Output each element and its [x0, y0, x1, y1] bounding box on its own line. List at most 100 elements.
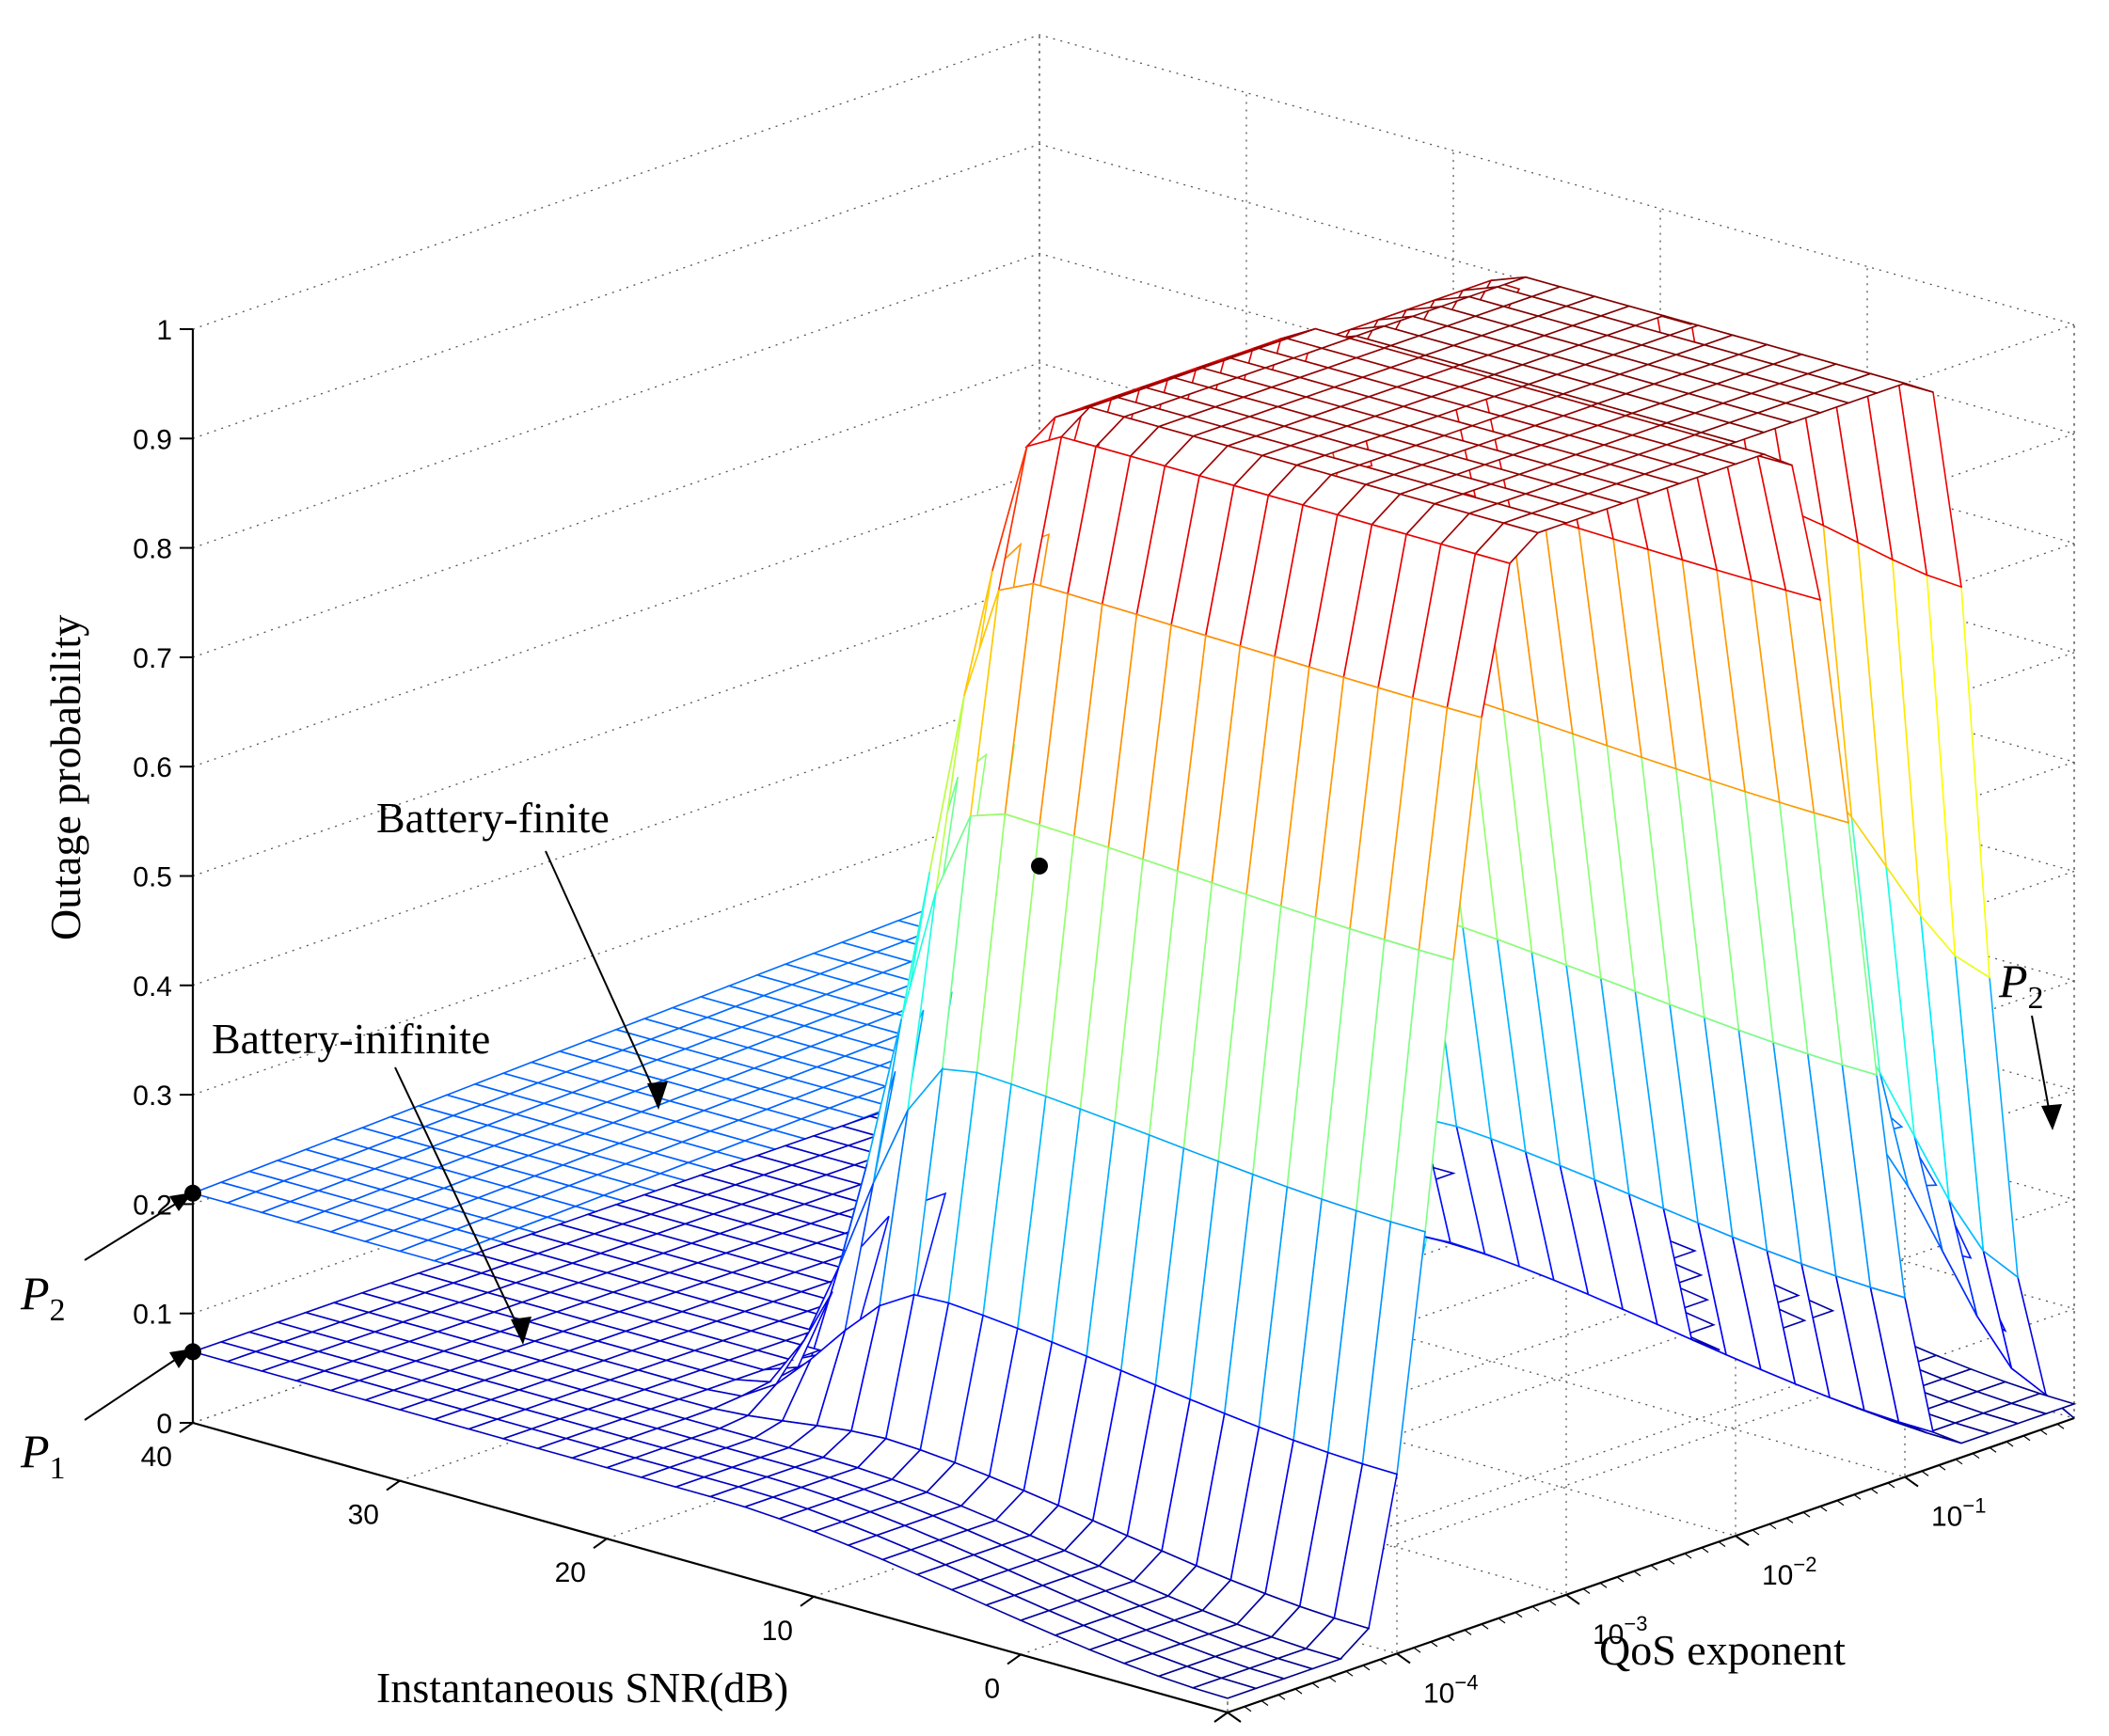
y-minor-tick [2022, 1435, 2031, 1442]
y-minor-tick [1362, 1665, 1371, 1671]
x-axis-label: Instantaneous SNR(dB) [376, 1664, 788, 1712]
tick-labels: 00.10.20.30.40.50.60.70.80.91−1001020304… [133, 315, 1986, 1736]
marker-dot-1 [184, 1343, 201, 1361]
z-tick-label: 0.5 [133, 862, 172, 893]
y-minor-tick [1514, 1612, 1523, 1618]
annotation-battery-infinite: Battery-inifinite [212, 1015, 490, 1063]
y-minor-tick [1328, 1676, 1337, 1682]
x-tick-mark [800, 1595, 815, 1607]
z-tick-label: 0.4 [133, 971, 172, 1002]
y-axis-label: QoS exponent [1599, 1626, 1846, 1674]
annotation-battery-finite: Battery-finite [376, 794, 610, 842]
y-minor-tick [1379, 1659, 1388, 1665]
y-minor-tick [1481, 1623, 1489, 1630]
z-tick-label: 0.9 [133, 424, 172, 455]
svg-text:P2: P2 [1998, 955, 2044, 1016]
y-minor-tick [1836, 1500, 1845, 1507]
z-axis-label: Outage probability [41, 615, 89, 940]
surface-battery-infinite [190, 327, 2077, 1699]
y-minor-tick [2039, 1429, 2048, 1436]
y-minor-tick [1735, 1535, 1743, 1541]
y-minor-tick [1498, 1618, 1506, 1624]
y-minor-tick [1413, 1647, 1421, 1653]
y-minor-tick [1565, 1594, 1574, 1601]
svg-text:P1: P1 [20, 1425, 66, 1486]
y-minor-tick [1785, 1517, 1794, 1523]
y-minor-tick [1701, 1547, 1709, 1554]
y-minor-tick [1718, 1540, 1726, 1547]
z-tick-label: 0.2 [133, 1190, 172, 1221]
y-tick-label: 10−1 [1931, 1494, 1986, 1533]
x-tick-mark [593, 1538, 608, 1550]
y-minor-tick [1311, 1682, 1320, 1689]
marker-p2-right: P2 [1998, 955, 2062, 1130]
y-minor-tick [1633, 1570, 1641, 1577]
y-minor-tick [1548, 1600, 1557, 1606]
marker-p1-left: P1 [20, 1349, 193, 1486]
x-tick-label: 20 [555, 1557, 586, 1588]
y-minor-tick [1277, 1694, 1286, 1700]
y-minor-tick [1853, 1493, 1862, 1500]
y-minor-tick [1819, 1506, 1828, 1512]
arrow-battery-finite [545, 850, 659, 1101]
grid-line-z [192, 362, 2075, 658]
y-minor-tick [1904, 1476, 1912, 1483]
x-tick-mark [386, 1479, 401, 1491]
y-minor-tick [1447, 1635, 1455, 1642]
y-minor-tick [1887, 1482, 1895, 1489]
arrowhead-battery-infinite [511, 1317, 531, 1345]
y-minor-tick [1430, 1641, 1438, 1648]
y-minor-tick [1464, 1629, 1472, 1635]
grid-line-z [192, 252, 2075, 549]
z-tick-label: 0.6 [133, 752, 172, 783]
y-minor-tick [1752, 1529, 1760, 1536]
y-minor-tick [1531, 1605, 1540, 1612]
surface-battery-finite-cell [190, 1181, 259, 1204]
z-tick-label: 0.1 [133, 1300, 172, 1331]
x-tick-label: 0 [984, 1673, 1000, 1704]
y-minor-tick [1768, 1523, 1777, 1530]
y-minor-tick [1667, 1558, 1675, 1565]
grid-line-z [192, 34, 2075, 330]
marker-p2-left: P2 [20, 1192, 193, 1328]
y-tick-label: 10−4 [1423, 1670, 1478, 1709]
y-minor-tick [2006, 1441, 2014, 1447]
y-minor-tick [1650, 1565, 1658, 1570]
x-axis-line [192, 1421, 1229, 1714]
y-tick-label: 10−2 [1762, 1553, 1816, 1591]
x-tick-label: 10 [762, 1616, 793, 1647]
surface-battery-infinite-cell [190, 1341, 259, 1363]
y-minor-tick [2056, 1423, 2065, 1429]
y-minor-tick [1802, 1511, 1811, 1518]
x-tick-mark [1213, 1712, 1229, 1723]
z-tick-label: 0.7 [133, 643, 172, 674]
y-minor-tick [1684, 1553, 1692, 1559]
y-minor-tick [1972, 1453, 1980, 1460]
x-tick-mark [1007, 1653, 1022, 1665]
arrowhead-battery-finite [647, 1081, 668, 1110]
x-tick-label: 40 [141, 1442, 172, 1473]
y-minor-tick [1616, 1576, 1625, 1583]
surfaces [184, 276, 2077, 1699]
marker-dot-2 [1031, 857, 1048, 875]
z-tick-label: 1 [156, 315, 172, 346]
x-tick-label: 30 [348, 1500, 379, 1531]
svg-text:P2: P2 [20, 1267, 66, 1328]
z-tick-label: 0.3 [133, 1081, 172, 1112]
z-tick-label: 0 [156, 1409, 172, 1440]
y-tick-label: 10−3 [1593, 1612, 1647, 1650]
x-tick-mark [179, 1422, 194, 1433]
axes [179, 328, 2075, 1723]
y-minor-tick [1955, 1459, 1963, 1465]
y-minor-tick [1261, 1699, 1269, 1706]
y-minor-tick [1294, 1688, 1303, 1695]
y-minor-tick [1345, 1670, 1354, 1677]
y-minor-tick [1599, 1582, 1608, 1588]
y-minor-tick [1227, 1712, 1235, 1718]
y-minor-tick [1244, 1706, 1252, 1712]
y-minor-tick [1870, 1488, 1879, 1494]
y-minor-tick [1938, 1464, 1946, 1471]
y-minor-tick [1582, 1588, 1591, 1595]
z-tick-label: 0.8 [133, 534, 172, 565]
